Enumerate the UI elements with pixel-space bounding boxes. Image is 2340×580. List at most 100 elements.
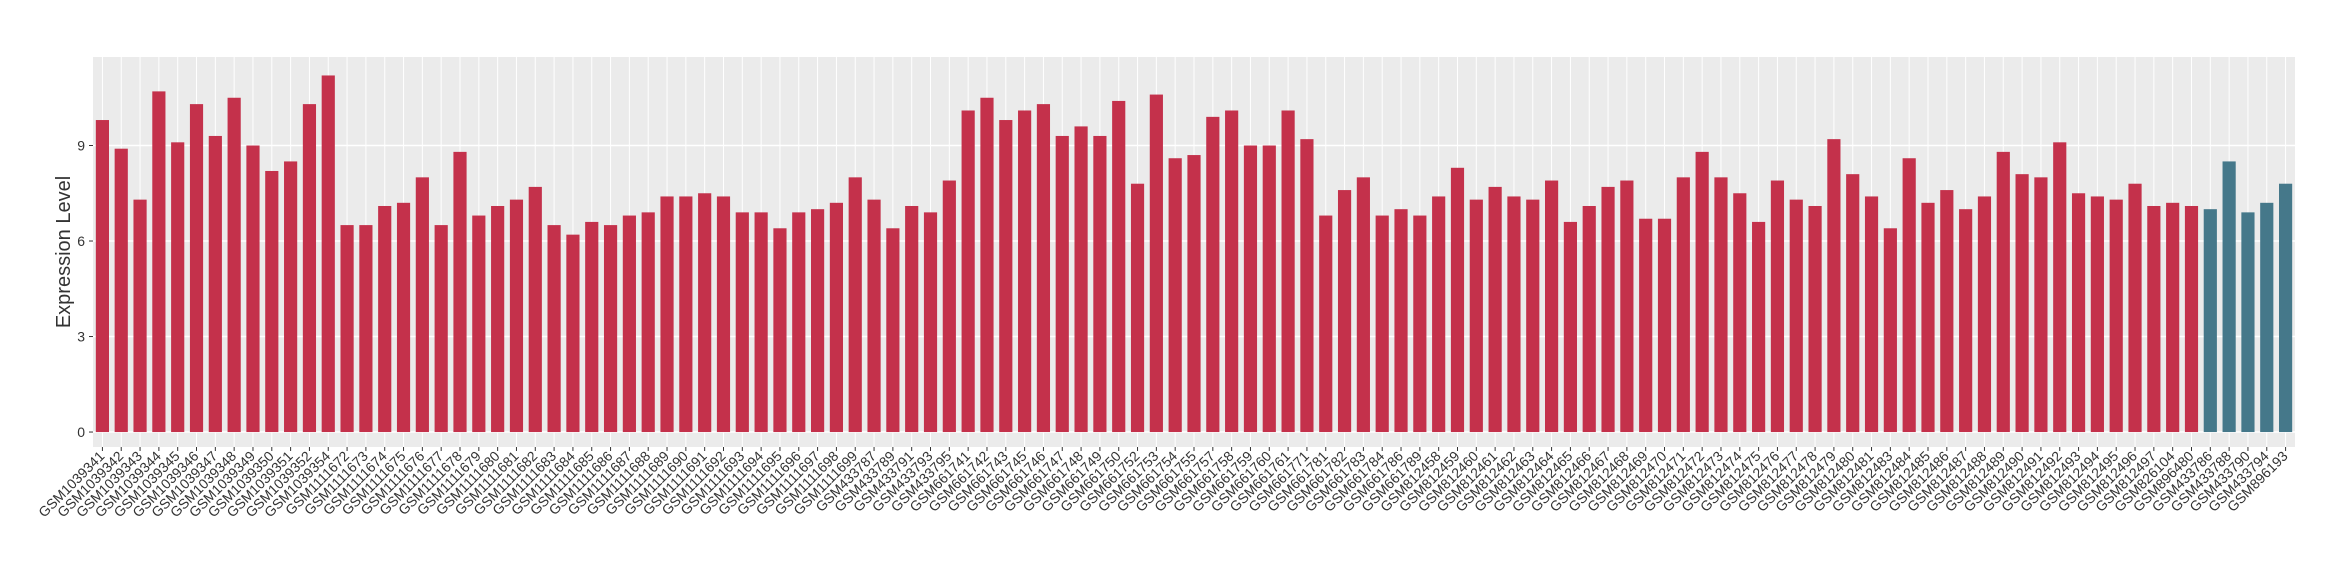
bar bbox=[2128, 183, 2142, 433]
bar bbox=[1507, 196, 1521, 433]
bar bbox=[1300, 139, 1314, 433]
bar bbox=[415, 177, 429, 433]
bar bbox=[1846, 174, 1860, 433]
bar bbox=[1356, 177, 1370, 433]
bar bbox=[2203, 209, 2217, 433]
bar bbox=[1827, 139, 1841, 433]
bar bbox=[905, 205, 919, 433]
bar bbox=[867, 199, 881, 433]
bar bbox=[1657, 218, 1672, 433]
bar bbox=[2109, 199, 2123, 433]
bar bbox=[1262, 145, 1276, 433]
bar bbox=[472, 215, 486, 433]
bar bbox=[566, 234, 580, 433]
bar bbox=[453, 151, 467, 433]
bar bbox=[942, 180, 956, 433]
bar bbox=[1281, 110, 1295, 433]
bar bbox=[2015, 174, 2029, 433]
bar bbox=[1902, 158, 1916, 433]
bar bbox=[509, 199, 524, 433]
bar bbox=[585, 221, 599, 433]
bar bbox=[133, 199, 147, 433]
bar bbox=[2071, 193, 2086, 433]
bar bbox=[95, 120, 109, 433]
bar bbox=[1168, 158, 1182, 433]
bar bbox=[1206, 116, 1220, 433]
bar bbox=[152, 91, 166, 433]
bar bbox=[227, 97, 241, 433]
bar bbox=[284, 161, 298, 433]
bar bbox=[716, 196, 731, 433]
bar bbox=[1940, 190, 1954, 433]
bar bbox=[886, 228, 900, 433]
bar bbox=[528, 186, 542, 433]
bar bbox=[359, 225, 373, 433]
bar bbox=[1733, 193, 1747, 433]
bar bbox=[1996, 151, 2010, 433]
bar bbox=[1695, 151, 1709, 433]
bar bbox=[189, 104, 204, 433]
bar bbox=[1977, 196, 1992, 433]
bar bbox=[1093, 135, 1107, 433]
bar bbox=[1319, 215, 1333, 433]
bar bbox=[961, 110, 975, 433]
bar bbox=[1337, 190, 1352, 433]
bar bbox=[491, 205, 505, 433]
bar bbox=[1413, 215, 1427, 433]
bar bbox=[265, 170, 279, 433]
bar bbox=[1714, 177, 1728, 433]
bar bbox=[434, 225, 448, 433]
y-axis-title: Expression Level bbox=[53, 176, 75, 328]
bar bbox=[660, 196, 674, 433]
bar bbox=[1789, 199, 1803, 433]
bar bbox=[773, 228, 787, 433]
bar bbox=[999, 120, 1013, 433]
bar bbox=[1639, 218, 1653, 433]
bar bbox=[1055, 135, 1069, 433]
bar bbox=[1620, 180, 1634, 433]
bar bbox=[171, 142, 185, 433]
bar bbox=[2034, 177, 2048, 433]
bar bbox=[1394, 209, 1408, 433]
bar bbox=[1018, 110, 1032, 433]
bar bbox=[2241, 212, 2255, 433]
bar bbox=[641, 212, 655, 433]
bar bbox=[1921, 202, 1935, 433]
bar bbox=[114, 148, 128, 433]
bar bbox=[1149, 94, 1163, 433]
bar bbox=[1808, 205, 1822, 433]
bar bbox=[208, 135, 222, 433]
bar bbox=[2260, 202, 2274, 433]
bar bbox=[547, 225, 561, 433]
bar bbox=[1112, 100, 1126, 433]
bar bbox=[2279, 183, 2293, 433]
bar bbox=[2222, 161, 2236, 433]
bar bbox=[679, 196, 693, 433]
bar bbox=[378, 205, 392, 433]
bar bbox=[1375, 215, 1389, 433]
bar bbox=[1432, 196, 1446, 433]
bar bbox=[811, 209, 825, 433]
bar bbox=[622, 215, 636, 433]
bar bbox=[396, 202, 411, 433]
bar bbox=[1526, 199, 1540, 433]
bar bbox=[1676, 177, 1690, 433]
bar bbox=[792, 212, 806, 433]
bar bbox=[1601, 186, 1615, 433]
bar bbox=[1187, 155, 1201, 433]
bar bbox=[848, 177, 862, 433]
y-tick-label: 6 bbox=[77, 233, 85, 249]
bar bbox=[923, 212, 938, 433]
bar bbox=[1074, 126, 1088, 433]
bar bbox=[698, 193, 712, 433]
bar bbox=[735, 212, 749, 433]
bar bbox=[829, 202, 843, 433]
bar bbox=[302, 104, 317, 433]
bar bbox=[980, 97, 994, 433]
bar bbox=[603, 225, 618, 433]
bar bbox=[2166, 202, 2180, 433]
bar bbox=[1752, 221, 1766, 433]
y-tick-label: 3 bbox=[77, 329, 85, 345]
bar bbox=[340, 225, 354, 433]
